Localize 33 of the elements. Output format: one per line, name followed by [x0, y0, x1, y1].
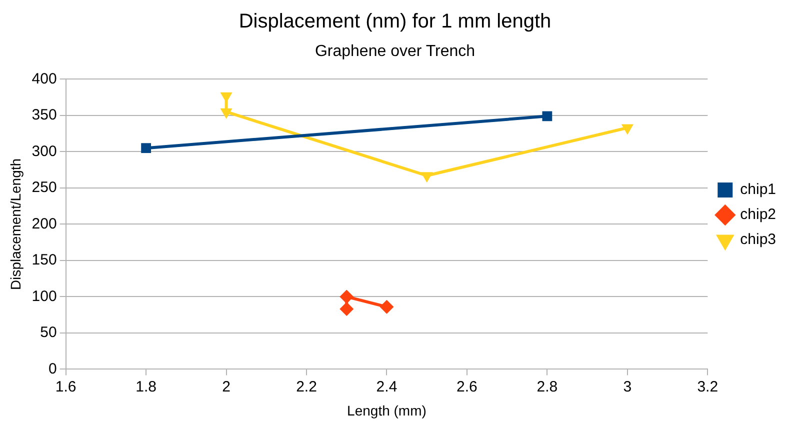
- y-axis-title: Displacement/Length: [7, 158, 24, 290]
- x-tick-label: 2.6: [456, 378, 478, 396]
- point: [420, 172, 433, 183]
- x-tick-label: 1.8: [136, 378, 156, 396]
- x-tick-label: 3.2: [697, 378, 718, 396]
- x-tick-label: 3: [623, 378, 632, 396]
- x-tick-label: 2: [222, 378, 230, 396]
- y-tick-label: 250: [32, 179, 57, 196]
- y-tick-label: 100: [32, 288, 57, 305]
- chart-subtitle: Graphene over Trench: [314, 43, 476, 60]
- point: [340, 290, 354, 304]
- x-tick-label: 2.8: [536, 378, 558, 396]
- y-tick-label: 50: [40, 324, 57, 342]
- point: [340, 302, 354, 316]
- x-axis-title: Length (mm): [347, 402, 426, 418]
- x-tick-label: 2.2: [296, 378, 317, 396]
- chart-title: Displacement (nm) for 1 mm length: [238, 10, 552, 33]
- point: [220, 108, 232, 119]
- x-tick-label: 1.6: [55, 378, 76, 396]
- y-tick-label: 350: [32, 106, 57, 124]
- point: [380, 300, 394, 314]
- y-tick-label: 400: [32, 70, 57, 88]
- y-tick-label: 200: [32, 215, 57, 232]
- point: [621, 124, 634, 135]
- legend-label: chip2: [740, 206, 776, 224]
- point: [542, 111, 552, 122]
- legend-label: chip3: [740, 231, 776, 248]
- x-tick-label: 2.4: [376, 378, 398, 396]
- point: [141, 143, 152, 154]
- y-tick-label: 300: [32, 142, 57, 160]
- y-tick-label: 150: [32, 252, 57, 269]
- y-tick-label: 0: [48, 360, 57, 378]
- legend-label: chip1: [740, 181, 776, 198]
